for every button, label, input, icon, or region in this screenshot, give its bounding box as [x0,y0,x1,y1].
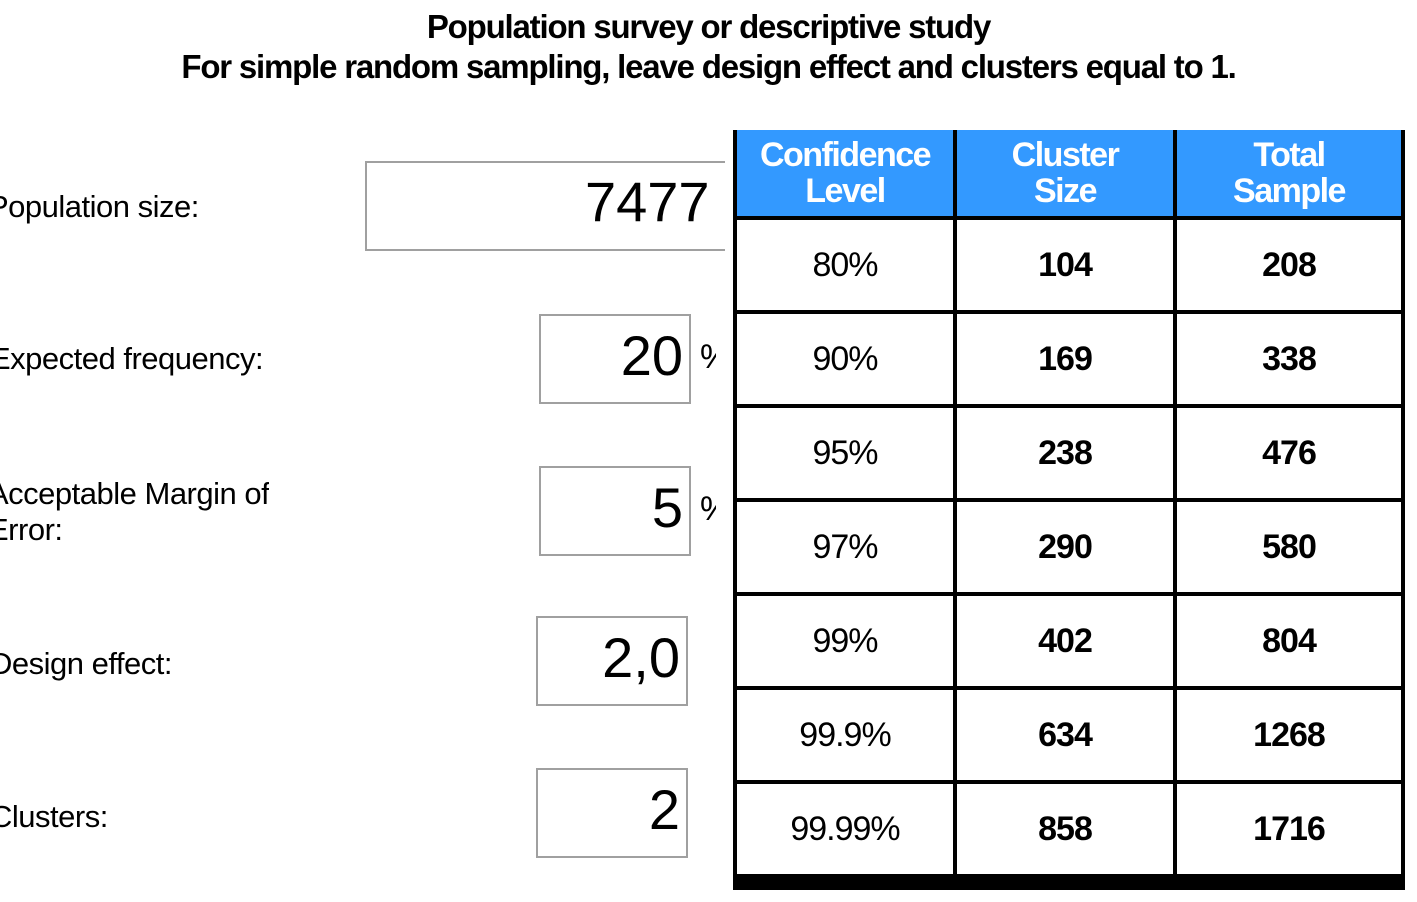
table-row: 99.99% 858 1716 [737,784,1401,874]
header-cluster-size: Cluster Size [957,130,1173,216]
total-sample-cell: 1716 [1177,784,1401,874]
cluster-size-cell: 402 [957,596,1173,686]
margin-of-error-label: Acceptable Margin of [0,476,270,511]
table-row: 99.9% 634 1268 [737,690,1401,780]
population-size-input[interactable]: 7477 [365,161,725,251]
cluster-size-cell: 104 [957,220,1173,310]
table-row: 99% 402 804 [737,596,1401,686]
page-title: Population survey or descriptive study [426,8,991,45]
header-total-sample: Total Sample [1177,130,1401,216]
expected-frequency-input[interactable]: 20 [539,314,691,404]
confidence-level-cell: 80% [737,220,953,310]
header-confidence-level: Confidence Level [737,130,953,216]
clusters-label: Clusters: [0,799,108,834]
cluster-size-cell: 290 [957,502,1173,592]
total-sample-cell: 804 [1177,596,1401,686]
design-effect-input[interactable]: 2,0 [536,616,688,706]
population-size-label: Population size: [0,189,199,224]
margin-of-error-unit: % [700,489,716,529]
cluster-size-cell: 238 [957,408,1173,498]
confidence-level-cell: 99.9% [737,690,953,780]
expected-frequency-unit: % [700,337,716,377]
expected-frequency-label: Expected frequency: [0,341,264,376]
table-row: 97% 290 580 [737,502,1401,592]
confidence-level-cell: 95% [737,408,953,498]
page-subtitle: For simple random sampling, leave design… [181,48,1236,85]
confidence-level-cell: 99.99% [737,784,953,874]
margin-of-error-label-line2: Error: [0,512,63,547]
table-row: 95% 238 476 [737,408,1401,498]
total-sample-cell: 580 [1177,502,1401,592]
confidence-level-cell: 99% [737,596,953,686]
table-row: 90% 169 338 [737,314,1401,404]
total-sample-cell: 476 [1177,408,1401,498]
cluster-size-cell: 634 [957,690,1173,780]
total-sample-cell: 208 [1177,220,1401,310]
total-sample-cell: 1268 [1177,690,1401,780]
results-table: Confidence Level Cluster Size Total Samp… [733,130,1405,890]
design-effect-label: Design effect: [0,646,172,681]
table-header-row: Confidence Level Cluster Size Total Samp… [737,130,1401,216]
cluster-size-cell: 169 [957,314,1173,404]
total-sample-cell: 338 [1177,314,1401,404]
cluster-size-cell: 858 [957,784,1173,874]
clusters-input[interactable]: 2 [536,768,688,858]
confidence-level-cell: 90% [737,314,953,404]
confidence-level-cell: 97% [737,502,953,592]
table-row: 80% 104 208 [737,220,1401,310]
margin-of-error-input[interactable]: 5 [539,466,691,556]
